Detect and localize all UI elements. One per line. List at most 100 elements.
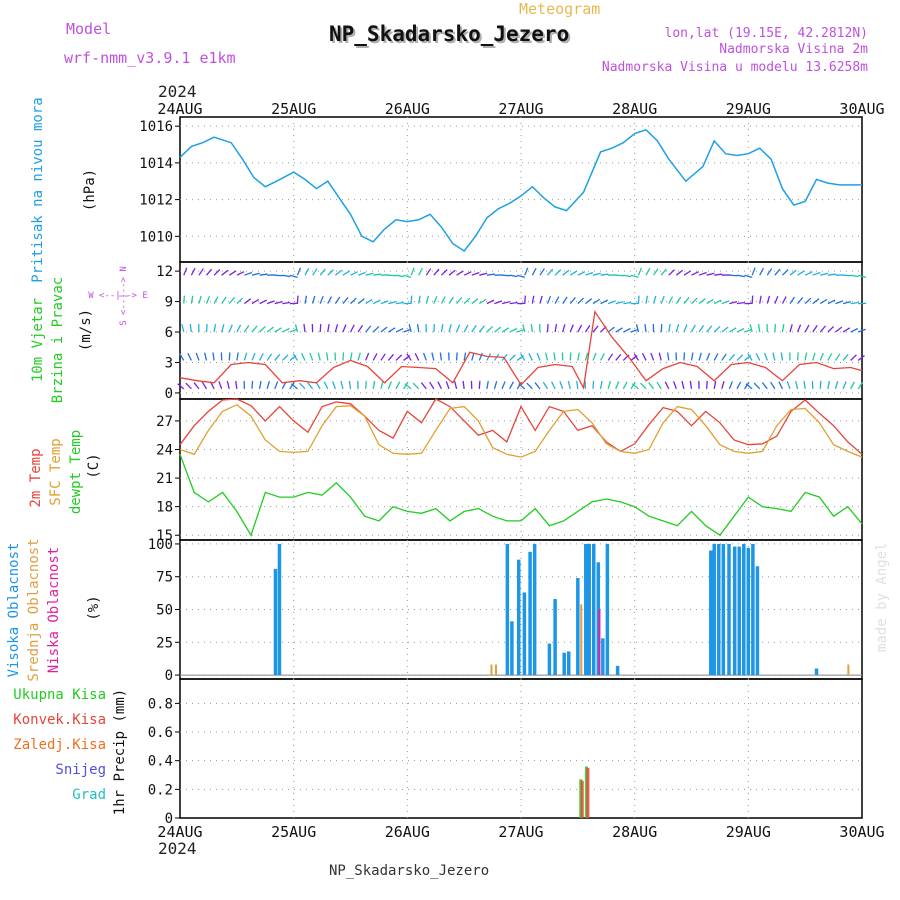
year-bottom: 2024 bbox=[158, 839, 197, 858]
wind-barb bbox=[623, 327, 631, 333]
cloud-bar bbox=[576, 578, 580, 676]
cloud-bar bbox=[751, 543, 755, 676]
wind-barb bbox=[454, 380, 458, 390]
wind-barb bbox=[607, 300, 616, 305]
wind-barb bbox=[299, 382, 306, 390]
wind-barb bbox=[745, 383, 753, 390]
wind-barb bbox=[690, 324, 696, 333]
wind-barb bbox=[729, 274, 738, 277]
wind-barb bbox=[728, 353, 736, 361]
cloud-bar bbox=[615, 665, 620, 676]
wind-barb bbox=[644, 324, 647, 333]
wind-barb bbox=[395, 301, 404, 305]
wind-barb bbox=[774, 295, 779, 304]
wind-barb bbox=[683, 324, 688, 333]
cloud-bar bbox=[742, 543, 746, 676]
x-tick-label-bottom: 28AUG bbox=[612, 823, 657, 841]
wind-barb bbox=[372, 299, 381, 305]
pressure-line bbox=[179, 128, 862, 253]
wind-barb bbox=[380, 380, 384, 390]
wind-barb bbox=[274, 301, 283, 305]
wind-barb bbox=[780, 352, 784, 361]
wind-barb bbox=[471, 298, 479, 305]
cloud-bar bbox=[709, 550, 713, 676]
x-tick-label-top: 28AUG bbox=[612, 100, 657, 118]
wind-barb bbox=[804, 324, 810, 333]
wind-barb bbox=[410, 267, 415, 276]
wind-barb bbox=[418, 267, 424, 276]
wind-barb bbox=[422, 352, 427, 361]
wind-barb bbox=[189, 324, 193, 333]
wind-barb bbox=[226, 380, 230, 390]
wind-barb bbox=[177, 383, 185, 390]
wind-barb bbox=[365, 325, 372, 333]
wind-barb bbox=[569, 270, 578, 276]
wind-barb bbox=[312, 268, 318, 276]
wind-barb bbox=[698, 352, 702, 361]
cloud-bar bbox=[746, 547, 751, 676]
wind-barb bbox=[334, 296, 341, 304]
cloud-bar bbox=[580, 604, 583, 676]
wind-barb bbox=[592, 298, 601, 305]
wind-barb bbox=[599, 353, 605, 361]
wind-barb bbox=[819, 380, 822, 389]
cloud-bar bbox=[587, 543, 591, 676]
y-tick-label: 21 bbox=[156, 471, 173, 487]
wind-barb bbox=[584, 325, 591, 333]
wind-barb bbox=[213, 324, 217, 333]
wind-barb bbox=[334, 269, 343, 276]
wind-barb bbox=[282, 301, 291, 305]
cloud-bar bbox=[273, 568, 278, 676]
wind-barb bbox=[842, 353, 849, 361]
wind-barb bbox=[501, 301, 510, 305]
wind-barb bbox=[781, 296, 787, 304]
wind-barb bbox=[455, 324, 461, 333]
wind-barb bbox=[304, 295, 308, 304]
high-cloud-label: Visoka Oblacnost bbox=[6, 543, 22, 678]
wind-barb bbox=[553, 352, 556, 361]
wind-barb bbox=[518, 383, 526, 390]
wind-barb bbox=[388, 274, 397, 277]
wind-barb bbox=[660, 323, 663, 333]
wind-barb bbox=[599, 380, 603, 389]
wind-barb bbox=[471, 352, 475, 361]
y-tick-label: 0.2 bbox=[148, 782, 173, 798]
y-tick-label: 15 bbox=[156, 528, 173, 544]
wind-barb bbox=[850, 274, 859, 278]
wind-barb bbox=[551, 381, 556, 390]
wind-barb bbox=[755, 352, 761, 361]
wind-barb bbox=[542, 381, 549, 390]
x-tick-label-top: 29AUG bbox=[726, 100, 771, 118]
wind-barb bbox=[761, 382, 768, 390]
wind-barb bbox=[437, 381, 443, 390]
wind-barb bbox=[668, 324, 671, 333]
wind-barb bbox=[380, 326, 388, 333]
wind-barb bbox=[772, 352, 776, 361]
wind-barb bbox=[281, 354, 289, 361]
wind-barb bbox=[517, 274, 526, 279]
wind-barb bbox=[228, 324, 233, 333]
wind-barb bbox=[547, 268, 554, 276]
wind-barb bbox=[365, 380, 367, 389]
wind-barb bbox=[637, 267, 643, 276]
cloud-bar bbox=[717, 543, 721, 676]
wind-barb bbox=[804, 297, 812, 305]
wind-barb bbox=[501, 381, 506, 390]
wind-barb bbox=[531, 295, 535, 304]
x-tick-label-top: 26AUG bbox=[385, 100, 430, 118]
wind-barb bbox=[858, 274, 867, 279]
wind-barb bbox=[668, 269, 675, 276]
wind-barb bbox=[615, 301, 624, 305]
wind-barb bbox=[539, 295, 543, 304]
wind-barb bbox=[388, 301, 397, 305]
wind-barb bbox=[251, 380, 254, 389]
x-tick-label-top: 24AUG bbox=[157, 100, 202, 118]
wind-barb bbox=[526, 382, 533, 390]
wind-barb bbox=[660, 268, 667, 276]
wind-barb bbox=[303, 324, 306, 333]
wind-barb bbox=[607, 326, 615, 333]
wind-barb bbox=[630, 381, 636, 390]
wind-barb bbox=[569, 352, 572, 361]
wind-barb bbox=[274, 274, 283, 277]
wind-barb bbox=[812, 298, 820, 305]
